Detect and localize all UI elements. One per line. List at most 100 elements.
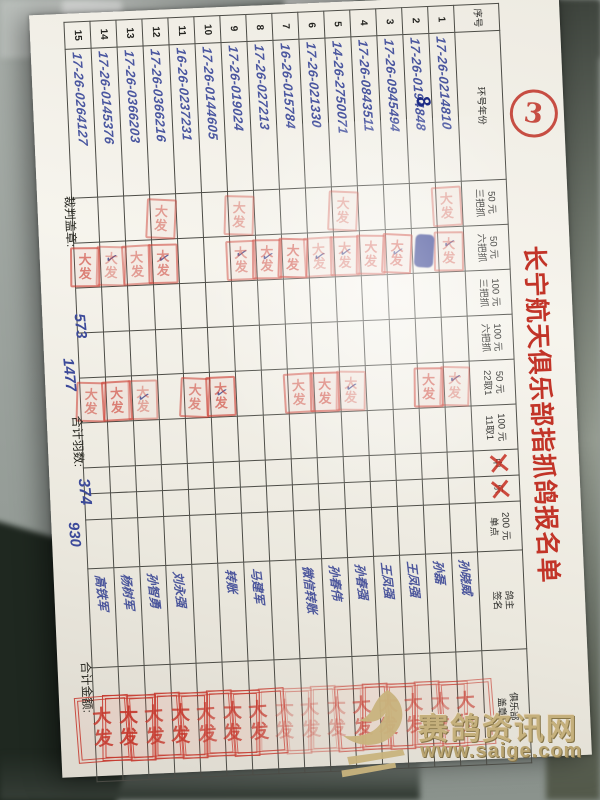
fee-cell-c5: 大发 — [283, 367, 316, 414]
watermark-site-name: 赛鸽资讯网 — [418, 713, 578, 746]
fee-cell-c6 — [289, 412, 318, 459]
column-header-c2: 50 元六把抓 — [463, 224, 511, 272]
fee-cell-c7 — [423, 504, 452, 555]
fee-cell-c2: ✓ 大发 — [96, 240, 128, 288]
handwritten-signature: 孙春强 — [352, 563, 371, 600]
owner-signature-cell: 孙晓威 — [451, 551, 482, 652]
fee-cell-c3 — [153, 283, 182, 330]
fee-cell-x1 — [187, 462, 215, 490]
fee-cell-x2 — [370, 480, 398, 508]
fee-cell-c3 — [231, 280, 260, 327]
fee-cell-c5 — [235, 370, 264, 417]
row-number: 14 — [89, 20, 118, 49]
total-amount-label: 合计金额: — [78, 661, 95, 714]
column-header-c7: 200 元单点 — [475, 500, 523, 552]
handwritten-signature: 微信转账 — [300, 565, 320, 614]
fee-cell-c7 — [241, 511, 270, 563]
row-number: 4 — [349, 8, 377, 37]
handwritten-signature: 孙磊 — [431, 560, 448, 585]
fee-cell-c4 — [155, 328, 184, 375]
fee-cell-c1 — [383, 183, 412, 230]
blue-ink-stamp — [414, 233, 436, 268]
fee-cell-x2 — [188, 488, 216, 516]
fee-cell-c1 — [409, 182, 438, 229]
fee-cell-c1: 大发 — [327, 185, 360, 232]
fee-cell-c3 — [335, 275, 364, 322]
fee-cell-x1 — [447, 450, 475, 479]
fee-cell-c4 — [181, 327, 210, 374]
fee-cell-c5: ✓ 大发 — [439, 361, 472, 408]
row-number: 2 — [401, 6, 429, 35]
fee-cell-c6 — [185, 417, 214, 464]
fee-cell-x2 — [318, 482, 346, 510]
row-number: 11 — [167, 16, 196, 45]
fee-cell-c7 — [189, 514, 218, 565]
fee-cell-c1 — [305, 186, 334, 233]
fee-cell-c3 — [361, 274, 390, 321]
fee-cell-c6 — [237, 415, 266, 462]
fee-cell-c4 — [337, 320, 366, 367]
fee-cell-c4 — [259, 324, 288, 371]
handwritten-signature: 转账 — [223, 569, 241, 594]
fee-cell-x2 — [448, 476, 476, 505]
fee-cell-c6 — [341, 410, 370, 457]
column-header-no: 序号 — [453, 3, 500, 33]
row-number: 10 — [193, 15, 221, 44]
fee-cell-c1: 大发 — [224, 190, 256, 237]
table-body: 1 17-26-0214810 大发 ✓ 大发 ✓ 大发孙晓威大发 2 17-26-019484… — [63, 5, 497, 782]
column-header-c3: 100 元三把抓 — [465, 269, 513, 317]
fee-cell-c2: ✓ 大发 — [225, 235, 258, 282]
owner-signature-cell: 转账 — [217, 562, 248, 663]
owner-signature-cell: 孙智勇 — [139, 565, 171, 666]
handwritten-signature: 孙春伟 — [326, 564, 345, 601]
fee-cell-c6 — [419, 407, 448, 454]
fee-cell-c6 — [107, 420, 136, 467]
owner-signature-cell: 王凤强 — [373, 555, 404, 656]
fee-cell-c6 — [367, 409, 396, 456]
fee-cell-x2 — [292, 483, 320, 511]
fee-cell-c5: 大发 — [414, 362, 446, 409]
fee-cell-c3 — [413, 272, 442, 319]
fee-cell-c1 — [279, 188, 308, 235]
handwritten-ring-number: 17-26-0843511 — [355, 39, 378, 133]
fee-cell-x2 — [110, 491, 138, 519]
fee-cell-c4 — [389, 318, 418, 365]
fee-cell-c2 — [177, 237, 206, 284]
fee-cell-c6 — [393, 408, 422, 455]
fee-cell-x2 — [422, 478, 450, 506]
row-number: 13 — [115, 19, 144, 48]
fee-cell-c1 — [253, 189, 282, 236]
fee-cell-c5 — [365, 364, 394, 411]
form-title: 长宁航天俱乐部指抓鸽报名单 — [519, 245, 563, 584]
fee-cell-c2: ✓ 大发 — [381, 228, 414, 275]
handwritten-ring-number: 17-26-0144605 — [199, 46, 222, 141]
owner-signature-cell: 杨树军 — [113, 566, 145, 667]
fee-cell-x1 — [239, 460, 267, 488]
fee-cell-c1 — [175, 192, 204, 239]
fee-cell-x1 — [213, 461, 241, 489]
total-birds-label: 合计羽数: — [69, 415, 86, 468]
fee-cell-c3 — [387, 273, 416, 320]
handwritten-ring-number: 17-26-021330 — [303, 41, 326, 129]
fee-cell-x1 — [343, 455, 371, 483]
handwritten-signature: 杨树军 — [118, 573, 138, 610]
fee-cell-x2 — [214, 487, 242, 515]
fee-cell-c2: ✓ 大发 — [252, 234, 284, 281]
fee-cell-c5: ✓ 大发 — [127, 374, 160, 421]
owner-signature-cell: 马建军 — [243, 560, 274, 661]
fee-cell-c5 — [261, 368, 290, 416]
fee-cell-c1 — [97, 195, 126, 243]
column-header-c1: 50 元三把抓 — [461, 179, 509, 227]
fee-cell-x1 — [135, 464, 163, 492]
handwritten-ring-number: 17-26-0194848 — [407, 36, 430, 132]
fee-cell-c7 — [449, 502, 478, 554]
row-number: 3 — [375, 7, 403, 36]
fee-cell-c2: ✓ 大发 — [303, 231, 336, 278]
fee-cell-x2 — [266, 484, 294, 512]
fee-cell-c3 — [309, 276, 338, 323]
fee-cell-c5 — [391, 363, 420, 410]
fee-cell-c4 — [207, 326, 236, 373]
fee-cell-c3 — [101, 285, 130, 332]
fee-cell-c6 — [159, 418, 188, 465]
